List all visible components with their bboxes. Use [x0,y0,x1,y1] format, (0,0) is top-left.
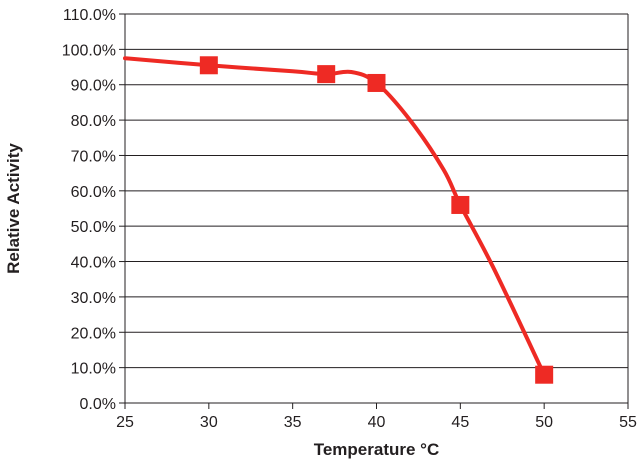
x-tick-label: 45 [451,414,469,431]
series [123,56,554,384]
x-tick-label: 35 [284,414,302,431]
y-tick-label: 10.0% [71,361,116,378]
data-point-marker [451,195,470,214]
y-tick-label: 40.0% [71,255,116,272]
y-tick-label: 110.0% [63,7,116,24]
y-tick-labels: 0.0% 10.0% 20.0% 30.0% 40.0% 50.0% 60.0% 70.0% 8… [62,7,116,413]
y-tick-label: 70.0% [71,148,116,165]
data-point-marker [317,65,336,84]
x-tick-label: 25 [116,414,134,431]
y-tick-label: 50.0% [71,219,116,236]
x-axis-title: Temperature °C [314,440,440,459]
x-tick-labels: 25 30 35 40 45 50 55 [116,414,637,431]
x-tick-label: 40 [368,414,386,431]
data-point-marker [535,365,554,384]
axes [119,13,629,409]
x-tick-label: 30 [200,414,218,431]
data-point-marker [367,73,386,92]
x-tick-label: 55 [619,414,637,431]
y-tick-label: 90.0% [71,78,116,95]
y-tick-label: 30.0% [71,290,116,307]
series-line [123,56,547,377]
y-tick-label: 20.0% [71,325,116,342]
y-tick-label: 60.0% [71,184,116,201]
data-point-marker [199,56,218,75]
y-tick-label: 100.0% [62,42,116,59]
y-tick-label: 80.0% [71,113,116,130]
x-tick-label: 50 [535,414,553,431]
y-axis-title: Relative Activity [4,143,23,274]
y-tick-label: 0.0% [80,396,116,413]
